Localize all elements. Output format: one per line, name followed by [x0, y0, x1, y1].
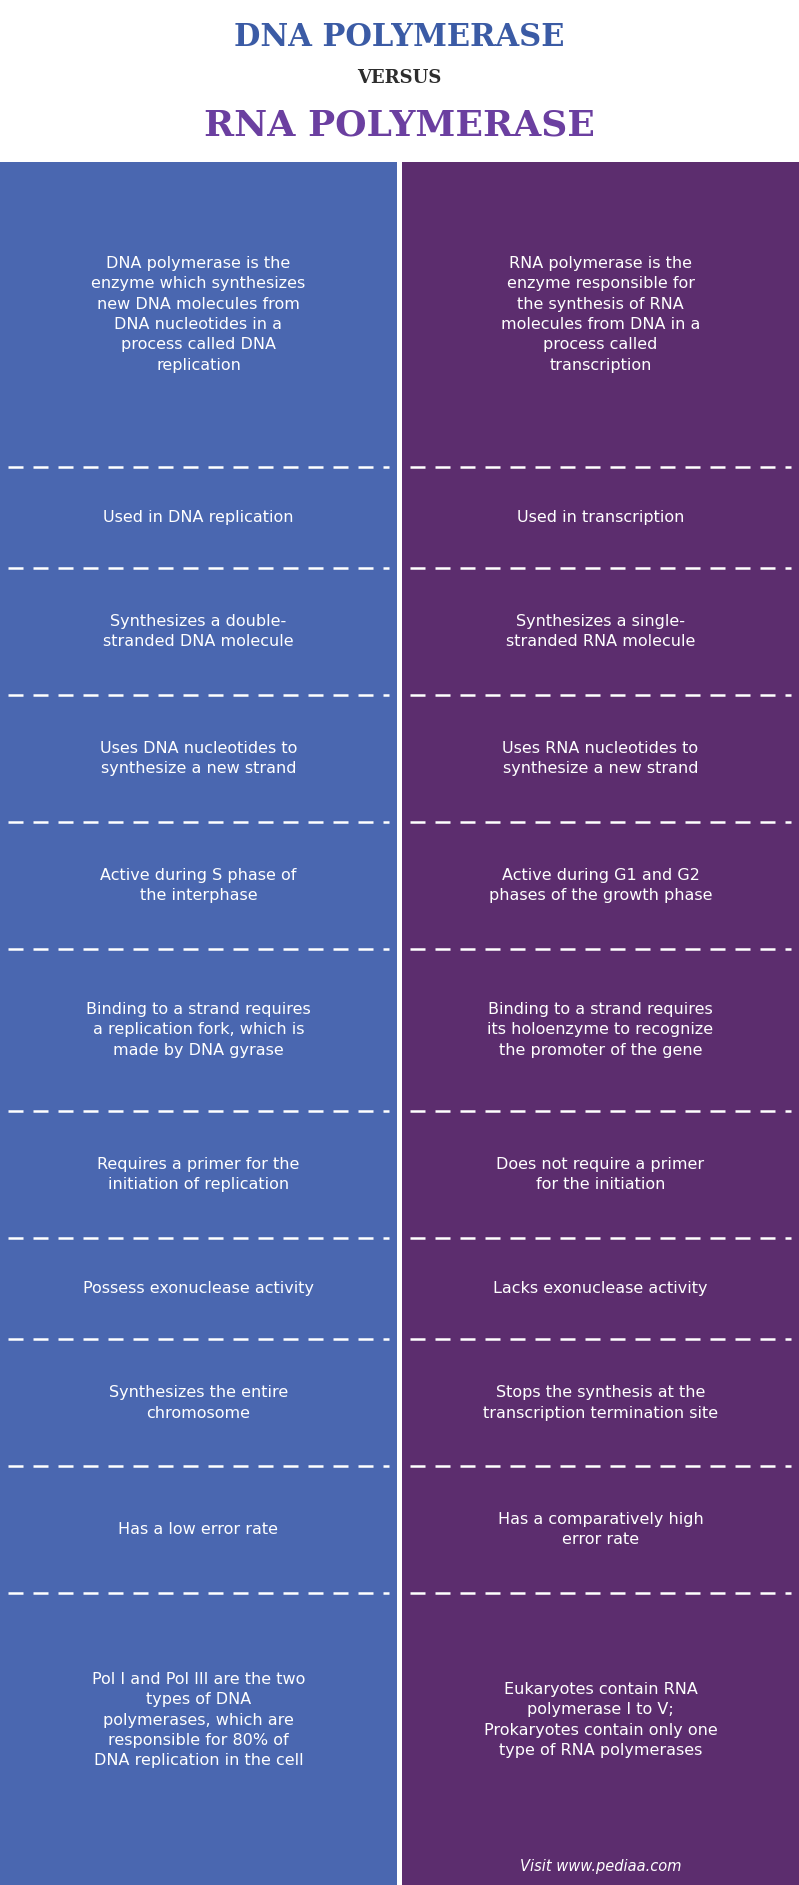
Text: Stops the synthesis at the
transcription termination site: Stops the synthesis at the transcription… [483, 1385, 718, 1421]
Text: Uses DNA nucleotides to
synthesize a new strand: Uses DNA nucleotides to synthesize a new… [100, 741, 297, 777]
Text: Active during G1 and G2
phases of the growth phase: Active during G1 and G2 phases of the gr… [489, 867, 712, 903]
Text: RNA POLYMERASE: RNA POLYMERASE [204, 107, 595, 141]
Text: Lacks exonuclease activity: Lacks exonuclease activity [493, 1282, 708, 1297]
Bar [0, 1340, 397, 1467]
Text: Requires a primer for the
initiation of replication: Requires a primer for the initiation of … [97, 1157, 300, 1191]
Text: Possess exonuclease activity: Possess exonuclease activity [83, 1282, 314, 1297]
Text: Eukaryotes contain RNA
polymerase I to V;
Prokaryotes contain only one
type of R: Eukaryotes contain RNA polymerase I to V… [483, 1681, 718, 1759]
Bar [0, 1467, 397, 1593]
Bar [402, 1238, 799, 1340]
Bar [402, 162, 799, 466]
Text: Binding to a strand requires
a replication fork, which is
made by DNA gyrase: Binding to a strand requires a replicati… [86, 1003, 311, 1057]
Text: Synthesizes the entire
chromosome: Synthesizes the entire chromosome [109, 1385, 288, 1421]
Text: Binding to a strand requires
its holoenzyme to recognize
the promoter of the gen: Binding to a strand requires its holoenz… [487, 1003, 714, 1057]
Bar [0, 822, 397, 948]
Bar [0, 1238, 397, 1340]
Bar [402, 948, 799, 1110]
Text: Synthesizes a double-
stranded DNA molecule: Synthesizes a double- stranded DNA molec… [103, 615, 294, 648]
Text: Active during S phase of
the interphase: Active during S phase of the interphase [101, 867, 296, 903]
Bar [402, 1847, 799, 1885]
Bar [0, 1847, 397, 1885]
Bar [402, 1593, 799, 1847]
Text: Has a low error rate: Has a low error rate [118, 1523, 279, 1538]
Bar [402, 1467, 799, 1593]
Bar [0, 696, 397, 822]
Bar [402, 567, 799, 696]
Text: DNA polymerase is the
enzyme which synthesizes
new DNA molecules from
DNA nucleo: DNA polymerase is the enzyme which synth… [91, 256, 306, 373]
Text: DNA POLYMERASE: DNA POLYMERASE [234, 23, 565, 53]
Bar [402, 696, 799, 822]
Text: Uses RNA nucleotides to
synthesize a new strand: Uses RNA nucleotides to synthesize a new… [503, 741, 698, 777]
Text: VERSUS: VERSUS [357, 70, 442, 87]
Bar [0, 1110, 397, 1238]
Text: RNA polymerase is the
enzyme responsible for
the synthesis of RNA
molecules from: RNA polymerase is the enzyme responsible… [501, 256, 700, 373]
Bar [0, 162, 397, 466]
Text: Pol I and Pol III are the two
types of DNA
polymerases, which are
responsible fo: Pol I and Pol III are the two types of D… [92, 1672, 305, 1768]
Text: Synthesizes a single-
stranded RNA molecule: Synthesizes a single- stranded RNA molec… [506, 615, 695, 648]
Bar [0, 567, 397, 696]
Text: Used in DNA replication: Used in DNA replication [103, 509, 294, 524]
Text: Has a comparatively high
error rate: Has a comparatively high error rate [498, 1512, 703, 1548]
Text: Visit www.pediaa.com: Visit www.pediaa.com [520, 1859, 682, 1874]
Bar [402, 1340, 799, 1467]
Bar [0, 1593, 397, 1847]
Bar [0, 466, 397, 567]
Bar [402, 1110, 799, 1238]
Bar [402, 822, 799, 948]
Bar [0, 948, 397, 1110]
Text: Used in transcription: Used in transcription [517, 509, 684, 524]
Bar [402, 466, 799, 567]
Text: Does not require a primer
for the initiation: Does not require a primer for the initia… [496, 1157, 705, 1191]
